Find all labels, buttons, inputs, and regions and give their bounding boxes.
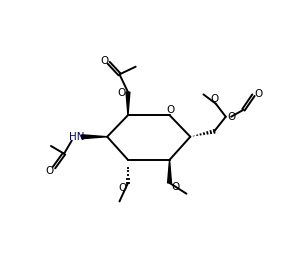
Polygon shape — [168, 160, 171, 183]
Polygon shape — [126, 92, 130, 115]
Text: O: O — [254, 89, 262, 99]
Text: O: O — [227, 113, 235, 122]
Text: O: O — [117, 88, 125, 98]
Text: O: O — [101, 56, 109, 66]
Text: O: O — [45, 166, 54, 176]
Text: HN: HN — [69, 132, 84, 142]
Text: O: O — [211, 94, 219, 104]
Polygon shape — [82, 135, 107, 139]
Text: O: O — [172, 182, 180, 192]
Text: O: O — [118, 183, 127, 193]
Text: O: O — [166, 105, 174, 115]
